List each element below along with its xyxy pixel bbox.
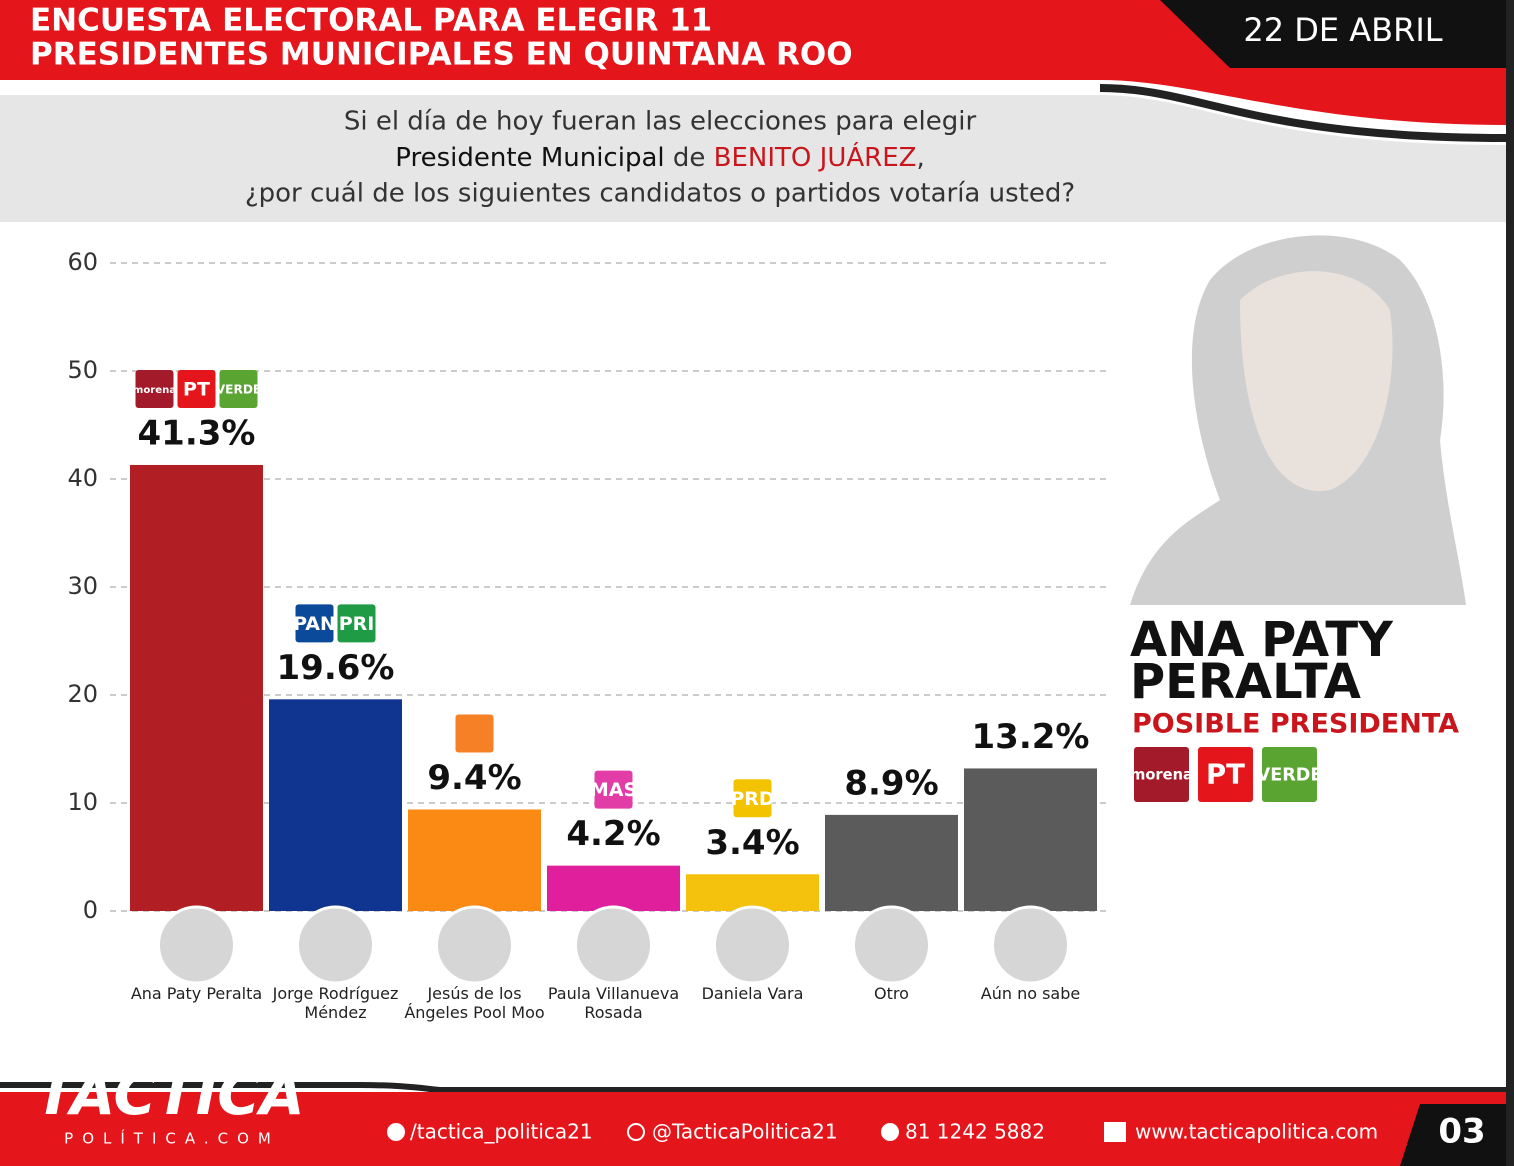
icon [881,1123,899,1141]
party-logo-label: PRI [339,613,375,635]
candidate-photo [991,905,1070,985]
title: PRESIDENTES MUNICIPALES EN QUINTANA ROO [30,37,853,73]
x-tick-label: Daniela Vara [701,984,804,1003]
title: ENCUESTA ELECTORAL PARA ELEGIR 11 [30,3,712,39]
y-tick-label: 0 [83,896,98,924]
question: Presidente Municipal de BENITO JUÁREZ, [395,141,924,173]
footer-band [0,1092,1506,1166]
party-logo-label: morena [1130,767,1193,784]
party-logo-label: PT [183,378,210,400]
party-logo [1198,747,1253,802]
page-number: 03 [1438,1112,1485,1152]
x-tick-label: Jorge Rodríguez Méndez [272,984,399,1022]
candidate-photo [574,905,653,985]
icon [627,1123,645,1141]
party-logo [337,604,376,643]
value-label: 3.4% [705,823,799,863]
question-part: de [665,143,714,173]
party-logo-label: VERDE [1257,766,1323,786]
y-tick-label: 10 [67,788,98,816]
party-logo [135,369,174,408]
party-logo [219,369,258,408]
party-logo-label: PT [1206,759,1245,791]
party-logo-label: MAS [590,779,637,801]
question: ¿por cuál de los siguientes candidatos o… [245,179,1075,209]
y-tick-label: 40 [67,464,98,492]
question-part: Presidente Municipal [395,143,664,173]
social: www.tacticapolitica.com [1135,1120,1378,1144]
bar [130,464,263,911]
date-box [1160,0,1506,68]
question: Si el día de hoy fueran las elecciones p… [344,107,977,137]
y-tick-label: 30 [67,572,98,600]
candidate-name: PERALTA [1130,654,1361,710]
header-curve [1099,84,1507,142]
candidate-photo [435,905,514,985]
party-logo-label: morena [133,385,177,396]
date: 22 DE ABRIL [1243,11,1442,49]
bar [408,809,541,911]
x-tick-label: Jesús de los Ángeles Pool Moo [404,984,545,1022]
question-part: BENITO JUÁREZ [714,141,917,173]
edge [1506,0,1514,1166]
page-box [1400,1104,1506,1166]
photo-face [1240,271,1393,492]
party-logo-label: PAN [293,613,336,635]
social: @TacticaPolitica21 [652,1120,838,1144]
bar [964,768,1097,911]
party-logo [295,604,334,643]
candidate-name: ANA PATY [1130,612,1394,668]
party-logo-label: PRD [730,788,774,810]
footer-line [0,1082,1506,1093]
y-tick-label: 50 [67,356,98,384]
x-tick-label: Aún no sabe [980,984,1081,1003]
x-tick-label: Paula Villanueva Rosada [547,984,680,1022]
bar [269,699,402,911]
party-logo [733,779,772,818]
value-label: 41.3% [138,413,256,453]
social: 81 1242 5882 [905,1120,1045,1144]
y-tick-label: 20 [67,680,98,708]
candidate-photo [157,905,236,985]
value-label: 9.4% [427,758,521,798]
icon [1104,1122,1126,1142]
photo [1130,235,1466,605]
party-logo [177,369,216,408]
bar [547,865,680,911]
social: /tactica_politica21 [410,1120,593,1144]
x-tick-label: Otro [874,984,909,1003]
icon [387,1123,405,1141]
value-label: 19.6% [277,648,395,688]
value-label: 4.2% [566,814,660,854]
party-logo [594,770,633,809]
candidate-photo [713,905,792,985]
party-logo [1262,747,1317,802]
candidate-role: POSIBLE PRESIDENTA [1132,709,1459,740]
question-part: , [916,143,924,173]
brand-sub: POLÍTICA.COM [64,1129,280,1148]
header-band [0,0,1506,125]
bar [686,874,819,911]
party-logo [455,714,494,753]
value-label: 8.9% [844,763,938,803]
candidate-photo [852,905,931,985]
bar [825,814,958,911]
y-tick-label: 60 [67,248,98,276]
candidate-photo [296,905,375,985]
party-logo [1134,747,1189,802]
brand: TACTICA [35,1060,304,1128]
x-tick-label: Ana Paty Peralta [130,984,263,1003]
question-band [0,95,1506,222]
party-logo-label: VERDE [216,382,261,396]
value-label: 13.2% [972,717,1090,757]
